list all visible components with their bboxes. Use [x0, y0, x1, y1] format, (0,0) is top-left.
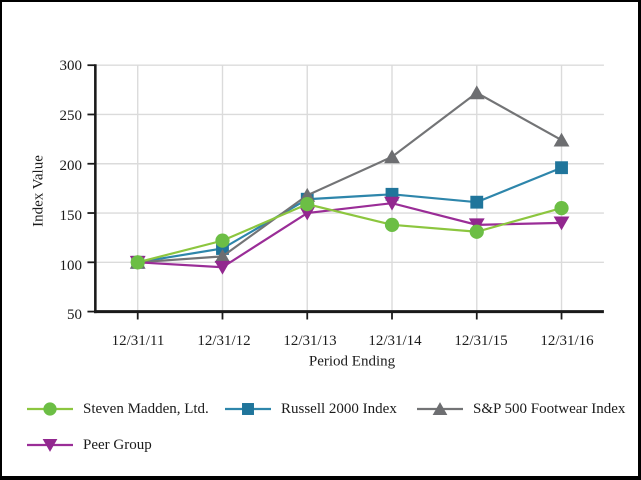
y-tick-label: 300 — [59, 58, 83, 74]
legend-label: S&P 500 Footwear Index — [473, 401, 626, 417]
x-tick-label: 12/31/11 — [111, 333, 165, 349]
x-tick-label: 12/31/13 — [283, 333, 337, 349]
y-tick-label: 150 — [59, 208, 83, 224]
y-tick-label: 250 — [59, 108, 83, 124]
y-tick-label: 100 — [59, 258, 83, 274]
circle-marker-icon — [27, 402, 73, 416]
x-axis-title: Period Ending — [308, 353, 396, 370]
performance-line-chart — [87, 64, 604, 320]
triangle-down-marker-icon — [27, 439, 73, 452]
legend-item-sp500-footwear: S&P 500 Footwear Index — [417, 401, 625, 417]
legend-label: Steven Madden, Ltd. — [83, 401, 209, 417]
x-tick-label: 12/31/12 — [197, 333, 251, 349]
x-tick-label: 12/31/16 — [540, 333, 594, 349]
x-tick-label: 12/31/14 — [368, 333, 422, 349]
legend-item-steven-madden: Steven Madden, Ltd. — [27, 401, 209, 417]
square-marker-icon — [225, 403, 271, 415]
y-tick-label: 50 — [67, 307, 82, 323]
triangle-up-marker-icon — [417, 402, 463, 415]
x-tick-label: 12/31/15 — [454, 333, 508, 349]
y-tick-label: 200 — [59, 158, 83, 174]
legend-item-peer-group: Peer Group — [27, 437, 152, 453]
legend-label: Peer Group — [83, 437, 152, 453]
legend-item-russell-2000: Russell 2000 Index — [225, 401, 397, 417]
legend-label: Russell 2000 Index — [281, 401, 397, 417]
